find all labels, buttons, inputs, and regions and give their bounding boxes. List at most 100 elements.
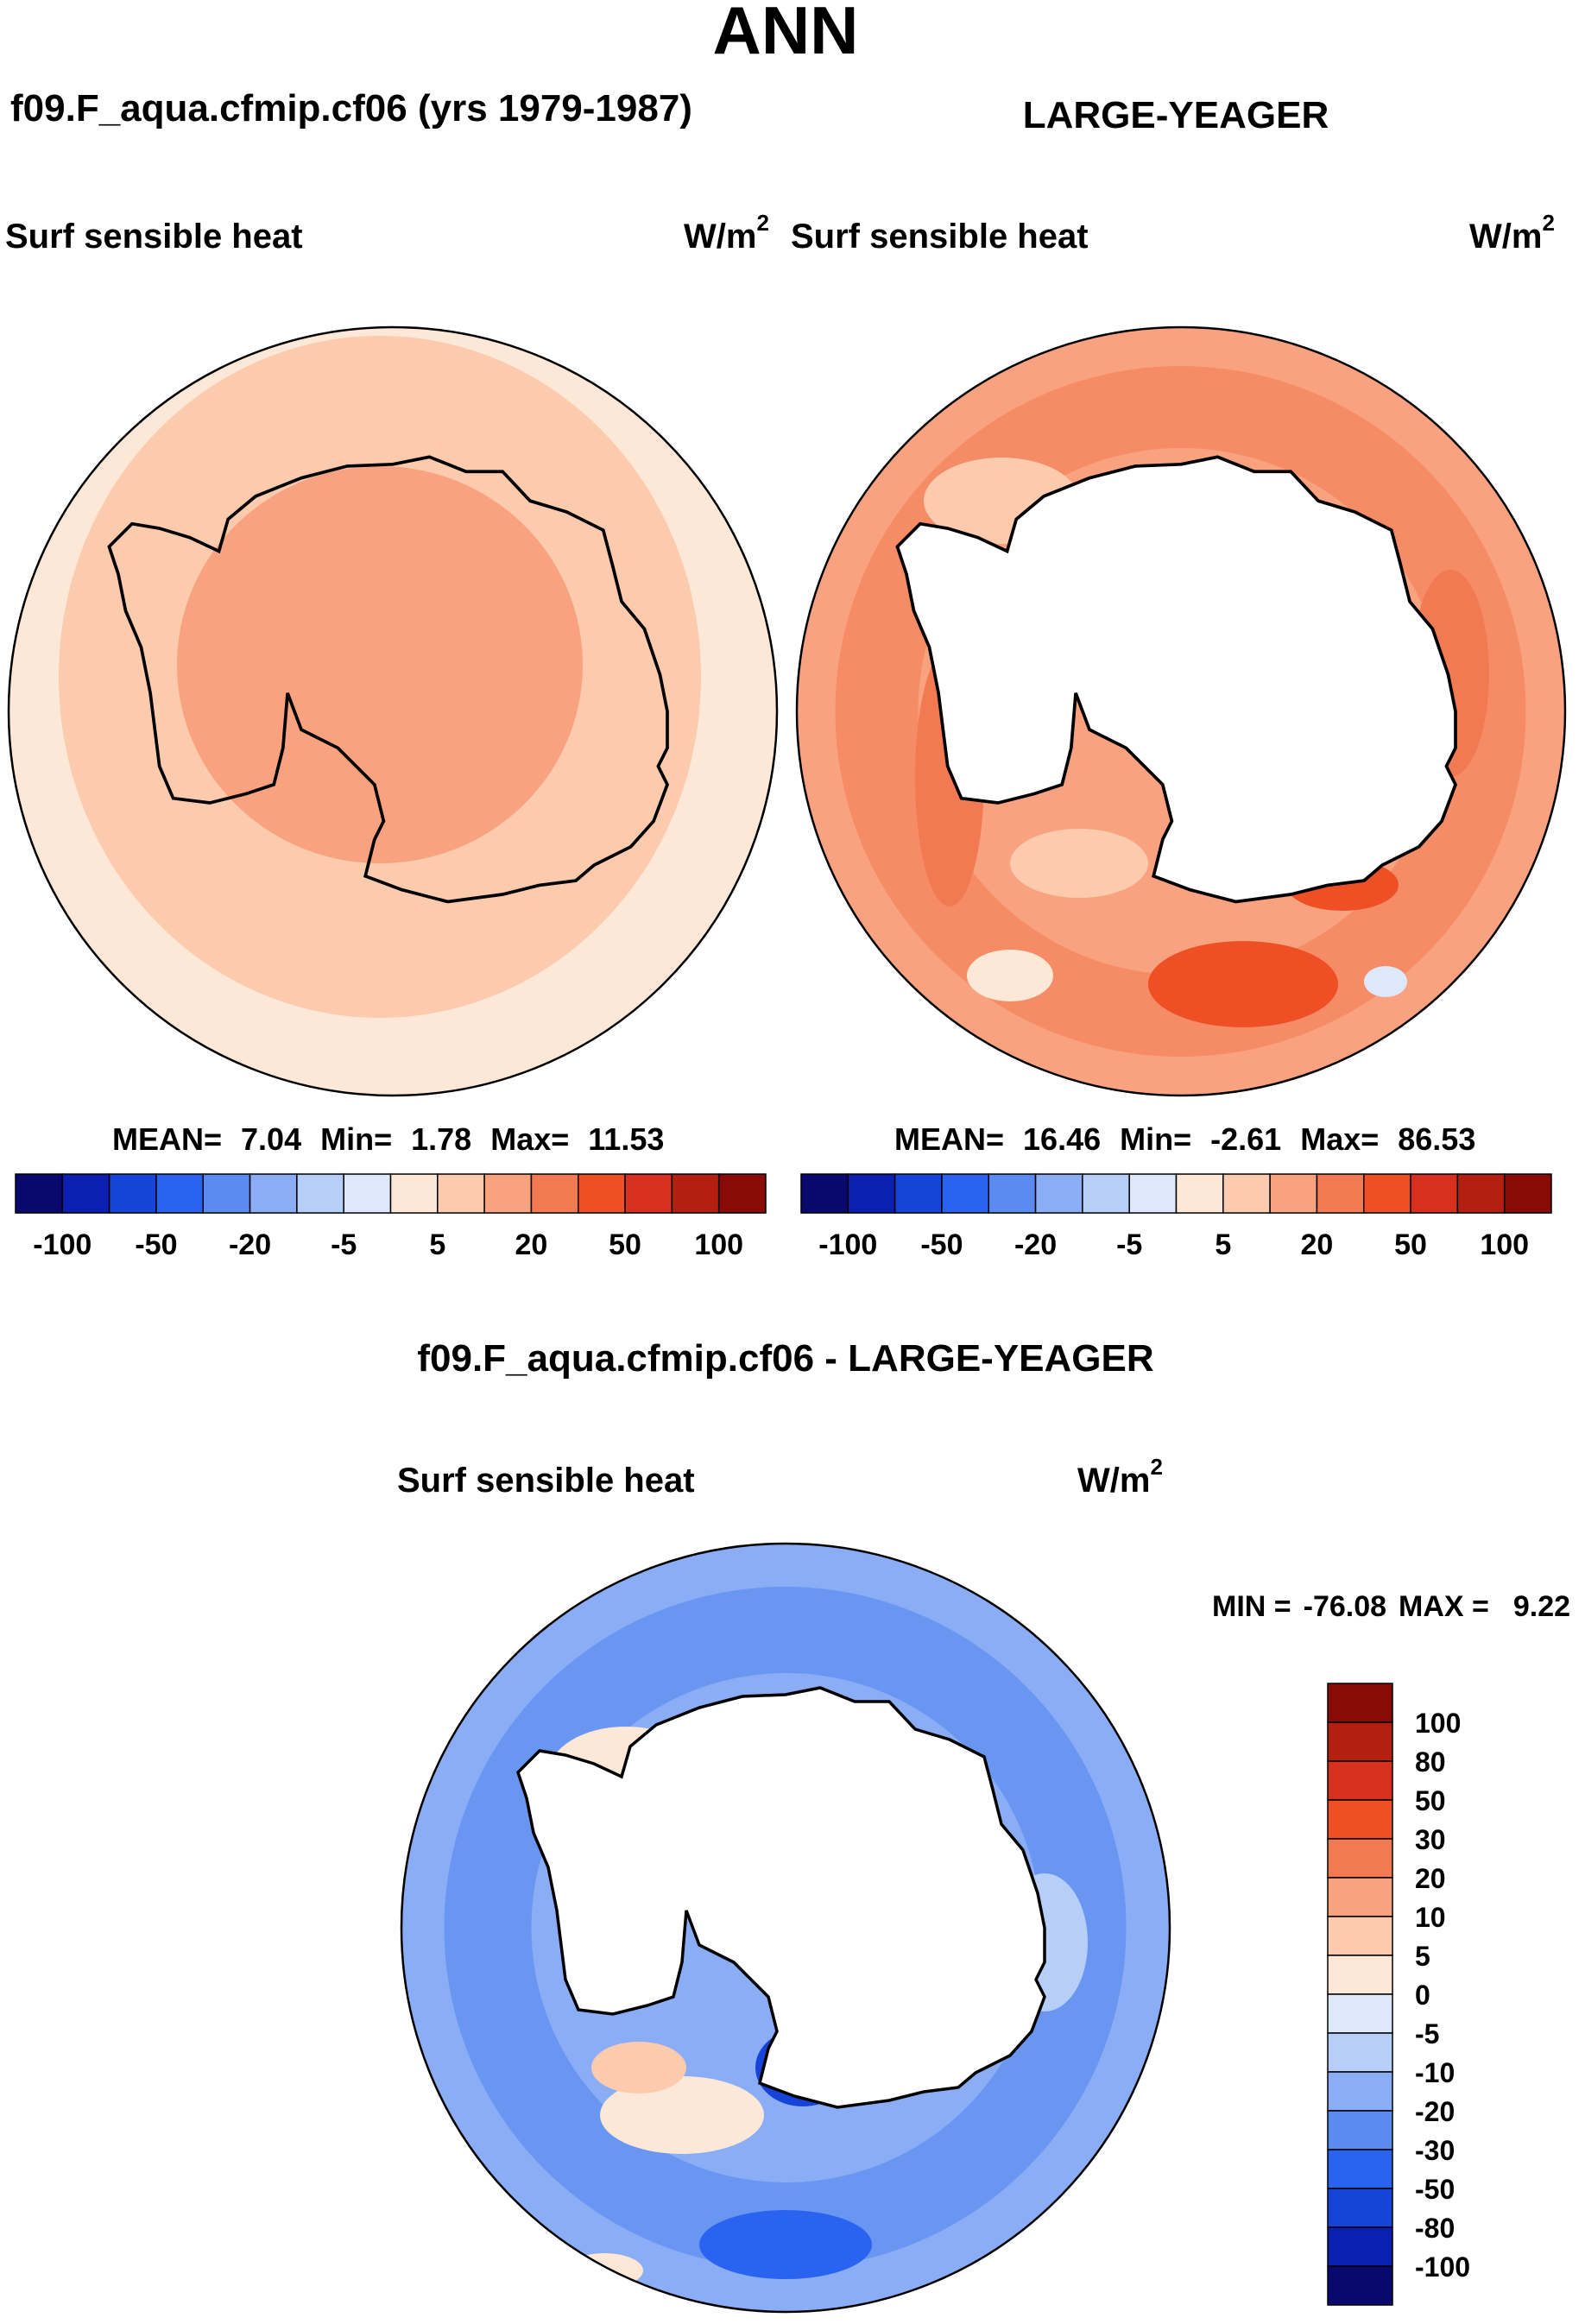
panel3-colorbar-tick-label: -100 — [1415, 2251, 1470, 2283]
panel3-colorbar-tick-label: 30 — [1415, 1824, 1446, 1855]
panel1-colorbar-tick-label: -50 — [135, 1228, 177, 1261]
panel2-colorbar-box — [1363, 1173, 1411, 1214]
panel1-colorbar-tick-label: 20 — [515, 1228, 548, 1261]
panel1-colorbar-box — [343, 1173, 392, 1214]
panel3-colorbar-box — [1327, 2071, 1393, 2112]
panel2-colorbar-box — [1269, 1173, 1318, 1214]
panel3-colorbar-box — [1327, 1721, 1393, 1762]
panel3-colorbar-tick-label: 0 — [1415, 1980, 1430, 2011]
panel2-colorbar-box — [1034, 1173, 1083, 1214]
panel2-colorbar-tick-label: 5 — [1215, 1228, 1231, 1261]
panel2-colorbar-box — [1222, 1173, 1271, 1214]
panel1-colorbar-box — [155, 1173, 204, 1214]
panel3-colorbar-tick-label: 10 — [1415, 1902, 1446, 1933]
panel1-field-label: Surf sensible heat — [5, 218, 303, 256]
panel2-colorbar-tick-label: 100 — [1480, 1228, 1529, 1261]
panel2-low-patch — [1364, 966, 1407, 997]
panel2-colorbar-box — [1410, 1173, 1459, 1214]
panel1-colorbar-tick-label: -5 — [331, 1228, 357, 1261]
panel3-colorbar-box — [1327, 1916, 1393, 1956]
panel1-colorbar-tick-label: 5 — [429, 1228, 445, 1261]
panel1-colorbar-tick-label: 100 — [694, 1228, 743, 1261]
panel3-colorbar-tick-label: -5 — [1415, 2018, 1439, 2049]
panel3-colorbar-tick-label: -20 — [1415, 2096, 1455, 2127]
panel1-units: W/m2 — [684, 210, 769, 256]
panel2-colorbar-box — [1456, 1173, 1506, 1214]
panel1-colorbar-box — [108, 1173, 157, 1214]
panel3-map — [400, 1542, 1171, 2314]
panel2-colorbar-tick-label: -5 — [1116, 1228, 1142, 1261]
panel3-minmax: MIN = -76.08 MAX = 9.22 — [1212, 1590, 1570, 1623]
panel1-colorbar-box — [296, 1173, 344, 1214]
panel3-colorbar-tick-label: 80 — [1415, 1746, 1446, 1778]
panel2-colorbar-box — [1175, 1173, 1224, 1214]
panel3-colorbar-box — [1327, 2265, 1393, 2306]
panel2-colorbar-box — [894, 1173, 943, 1214]
panel3-colorbar-box — [1327, 1838, 1393, 1879]
season-title: ANN — [713, 0, 859, 68]
panel3-positive-patch — [600, 2076, 764, 2154]
panel1-colorbar-box — [578, 1173, 626, 1214]
panel2-colorbar-box — [800, 1173, 849, 1214]
panel3-colorbar-box — [1327, 2226, 1393, 2267]
panel3-colorbar-tick-label: -30 — [1415, 2135, 1455, 2166]
panel3-colorbar-box — [1327, 2032, 1393, 2073]
panel3-frame — [400, 1542, 1171, 2314]
panel2-low-patch — [1010, 829, 1148, 898]
panel2-high-patch — [1148, 941, 1338, 1027]
panel3-colorbar-tick-label: 5 — [1415, 1941, 1430, 1972]
panel1-colorbar-box — [15, 1173, 64, 1214]
panel1-colorbar-box — [437, 1173, 485, 1214]
panel2-colorbar: -100 -50 -20 -5 5 20 50 100 — [800, 1173, 1552, 1261]
panel1-colorbar-box — [61, 1173, 111, 1214]
test-case-title: f09.F_aqua.cfmip.cf06 (yrs 1979-1987) — [10, 87, 692, 129]
panel3-colorbar-box — [1327, 1760, 1393, 1801]
panel1-colorbar-tick-label: -100 — [33, 1228, 92, 1261]
panel2-stats: MEAN= 16.46 Min= -2.61 Max= 86.53 — [894, 1121, 1475, 1157]
panel3-colorbar-box — [1327, 1993, 1393, 2034]
panel3-colorbar-tick-label: 50 — [1415, 1785, 1446, 1816]
panel3-colorbar-tick-label: -80 — [1415, 2213, 1455, 2244]
panel2-colorbar-box — [941, 1173, 989, 1214]
panel1-colorbar-box — [624, 1173, 673, 1214]
panel2-colorbar-tick-label: 50 — [1394, 1228, 1427, 1261]
panel2-field-label: Surf sensible heat — [791, 218, 1089, 256]
panel2-map — [795, 325, 1567, 1097]
panel1-colorbar: -100 -50 -20 -5 5 20 50 100 — [15, 1173, 767, 1261]
panel2-colorbar-box — [1316, 1173, 1365, 1214]
panel1-colorbar-tick-label: 50 — [609, 1228, 641, 1261]
panel1-map — [7, 325, 779, 1097]
panel1-stats: MEAN= 7.04 Min= 1.78 Max= 11.53 — [112, 1121, 664, 1157]
panel1-colorbar-box — [202, 1173, 251, 1214]
panel1-colorbar-box — [671, 1173, 720, 1214]
panel1-frame — [7, 325, 779, 1097]
panel3-colorbar-box — [1327, 1955, 1393, 1995]
panel3-colorbar-box — [1327, 1877, 1393, 1917]
panel3-colorbar-box — [1327, 2110, 1393, 2150]
panel3-colorbar-tick-label: 100 — [1415, 1708, 1461, 1739]
panel3-field-label: Surf sensible heat — [397, 1462, 695, 1500]
panel3-positive-patch — [591, 2042, 686, 2093]
obs-case-title: LARGE-YEAGER — [1023, 94, 1329, 136]
panel2-colorbar-tick-label: -50 — [920, 1228, 963, 1261]
panel2-colorbar-box — [988, 1173, 1037, 1214]
diff-case-title: f09.F_aqua.cfmip.cf06 - LARGE-YEAGER — [417, 1337, 1153, 1380]
panel1-colorbar-box — [483, 1173, 533, 1214]
panel2-colorbar-box — [1128, 1173, 1178, 1214]
panel3-colorbar-box — [1327, 2149, 1393, 2189]
panel3-colorbar-box — [1327, 1799, 1393, 1840]
panel2-colorbar-box — [1082, 1173, 1130, 1214]
panel2-units: W/m2 — [1469, 210, 1555, 256]
panel3-colorbar-tick-label: 20 — [1415, 1863, 1446, 1894]
panel1-colorbar-tick-label: -20 — [229, 1228, 271, 1261]
panel3-colorbar-box — [1327, 2188, 1393, 2228]
panel2-colorbar-tick-label: 20 — [1301, 1228, 1334, 1261]
panel3-negative-patch — [699, 2210, 872, 2279]
panel2-colorbar-tick-label: -20 — [1014, 1228, 1057, 1261]
panel2-low-patch — [967, 950, 1053, 1001]
panel3-colorbar-tick-label: -50 — [1415, 2174, 1455, 2205]
panel2-colorbar-tick-label: -100 — [818, 1228, 877, 1261]
panel3-positive-patch — [565, 2253, 643, 2288]
panel2-colorbar-box — [1503, 1173, 1552, 1214]
panel1-colorbar-box — [249, 1173, 298, 1214]
